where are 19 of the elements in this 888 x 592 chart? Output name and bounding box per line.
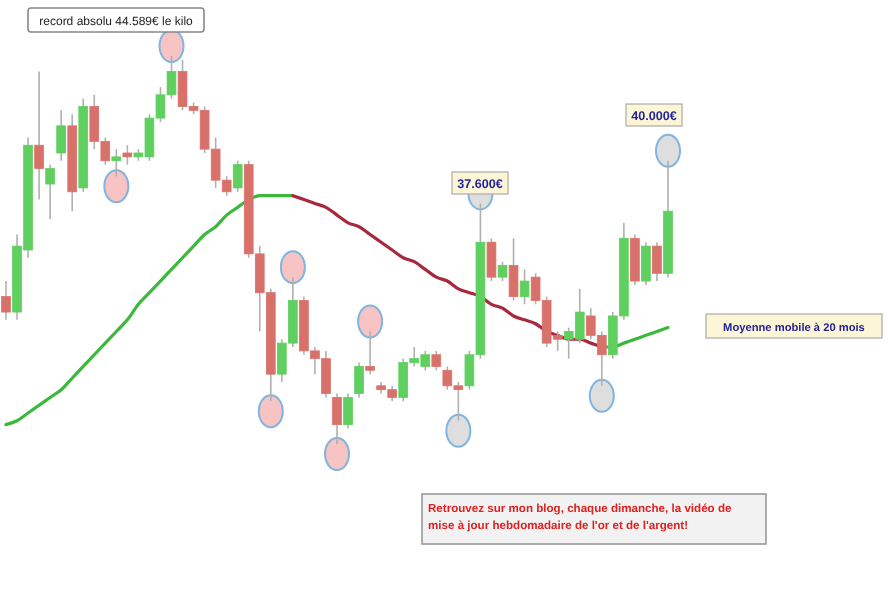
candlestick [508,237,519,302]
candlestick [486,237,497,282]
candlestick [630,233,640,286]
candlestick [232,159,243,193]
candlestick [1,280,11,321]
candlestick [343,392,353,430]
candlestick [332,392,342,445]
candlestick [34,70,44,201]
candlestick [122,144,133,166]
candlestick [641,241,651,286]
candlestick [111,148,122,178]
candlestick [519,268,530,306]
candlestick [45,163,55,220]
candlestick [354,361,364,399]
candlestick [431,350,442,372]
candlestick [56,109,66,162]
candlestick [497,260,508,282]
candlestick [365,330,375,375]
candlestick [652,241,662,282]
